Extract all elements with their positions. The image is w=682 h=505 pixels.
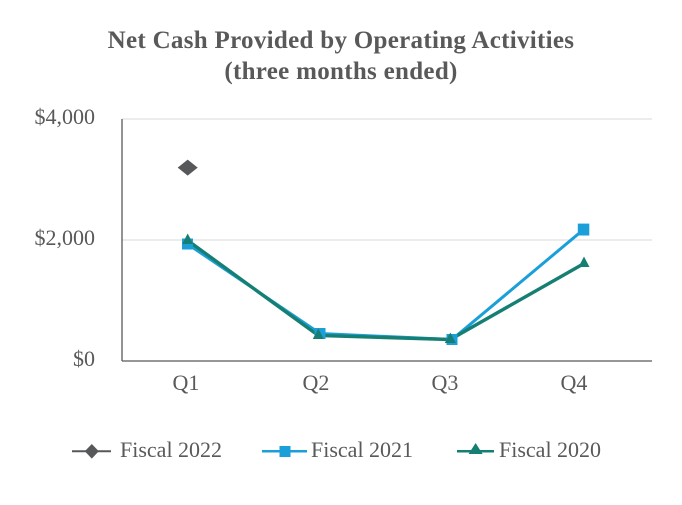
svg-text:Q2: Q2 (303, 370, 330, 395)
svg-text:Fiscal 2022: Fiscal 2022 (120, 437, 222, 462)
svg-text:Fiscal 2020: Fiscal 2020 (499, 437, 601, 462)
svg-text:$2,000: $2,000 (35, 225, 96, 250)
svg-text:Q4: Q4 (561, 370, 588, 395)
svg-text:Q3: Q3 (432, 370, 459, 395)
svg-text:$0: $0 (73, 346, 95, 371)
svg-text:$4,000: $4,000 (35, 104, 96, 129)
svg-text:Q1: Q1 (173, 370, 200, 395)
svg-text:Fiscal 2021: Fiscal 2021 (311, 437, 413, 462)
